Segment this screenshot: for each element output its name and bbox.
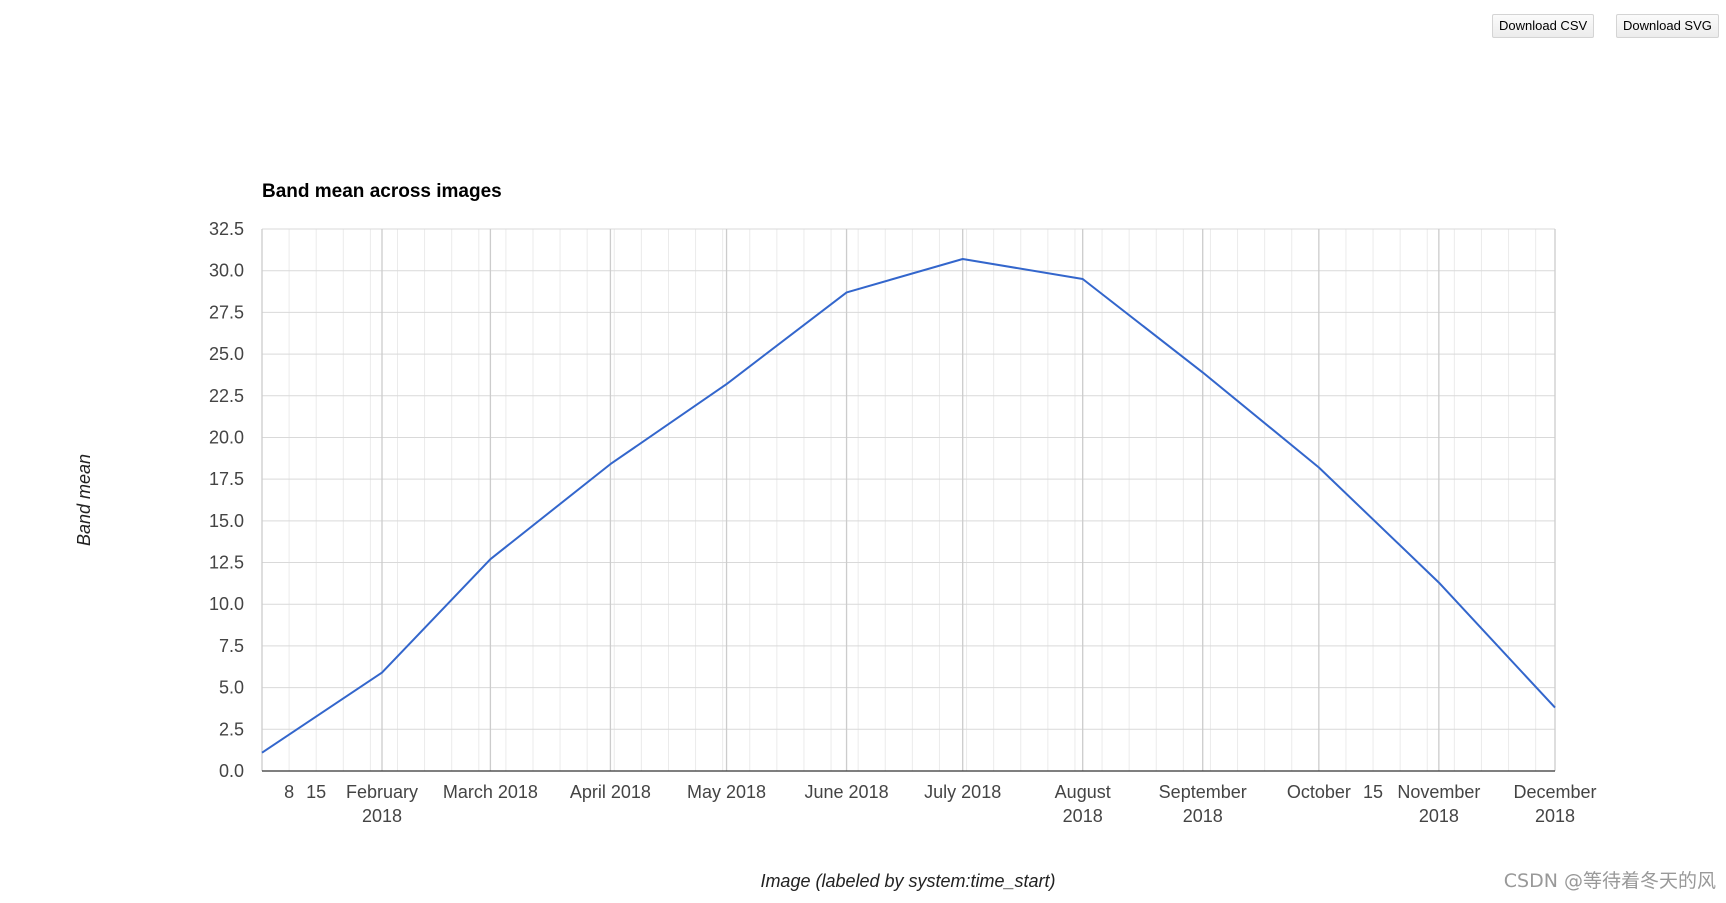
y-tick-label: 5.0 [219, 678, 244, 698]
x-tick-label: May 2018 [687, 782, 766, 802]
watermark: CSDN @等待着冬天的风 [1503, 870, 1716, 892]
x-axis-label: Image (labeled by system:time_start) [760, 871, 1055, 891]
y-axis-label: Band mean [74, 454, 94, 546]
y-tick-label: 25.0 [209, 344, 244, 364]
y-tick-label: 2.5 [219, 719, 244, 739]
x-tick-label: 15 [1363, 782, 1383, 802]
y-tick-label: 30.0 [209, 261, 244, 281]
y-tick-label: 12.5 [209, 553, 244, 573]
x-tick-label: December 2018 [1513, 782, 1596, 826]
minor-gridlines [288, 229, 1537, 771]
x-tick-label: 15 [306, 782, 326, 802]
y-tick-label: 22.5 [209, 386, 244, 406]
download-csv-button[interactable]: Download CSV [1492, 14, 1595, 38]
y-tick-label: 0.0 [219, 761, 244, 781]
x-tick-label: July 2018 [924, 782, 1001, 802]
chart-title: Band mean across images [262, 181, 502, 202]
y-tick-label: 10.0 [209, 594, 244, 614]
x-tick-label: February 2018 [346, 782, 418, 826]
x-tick-label: August 2018 [1055, 782, 1111, 826]
y-tick-label: 32.5 [209, 219, 244, 239]
x-tick-label: September 2018 [1159, 782, 1247, 826]
y-tick-label: 17.5 [209, 469, 244, 489]
major-gridlines [261, 228, 1556, 772]
series-line [261, 258, 1556, 754]
x-tick-label: October [1287, 782, 1351, 802]
x-tick-label: November 2018 [1397, 782, 1480, 826]
x-tick-label: 8 [284, 782, 294, 802]
y-tick-label: 27.5 [209, 302, 244, 322]
x-tick-label: June 2018 [805, 782, 889, 802]
y-axis-ticks: 0.0 2.5 5.0 7.5 10.0 12.5 15.0 17.5 20.0 22.5 25.0… [209, 219, 244, 781]
x-tick-label: March 2018 [443, 782, 538, 802]
series-layer [261, 258, 1556, 754]
y-tick-label: 20.0 [209, 427, 244, 447]
y-tick-label: 7.5 [219, 636, 244, 656]
download-svg-button[interactable]: Download SVG [1616, 14, 1719, 38]
x-axis-ticks: 8 15 February 2018 March 2018 April 2018 May 2… [284, 782, 1596, 826]
x-tick-label: April 2018 [570, 782, 651, 802]
y-tick-label: 15.0 [209, 511, 244, 531]
